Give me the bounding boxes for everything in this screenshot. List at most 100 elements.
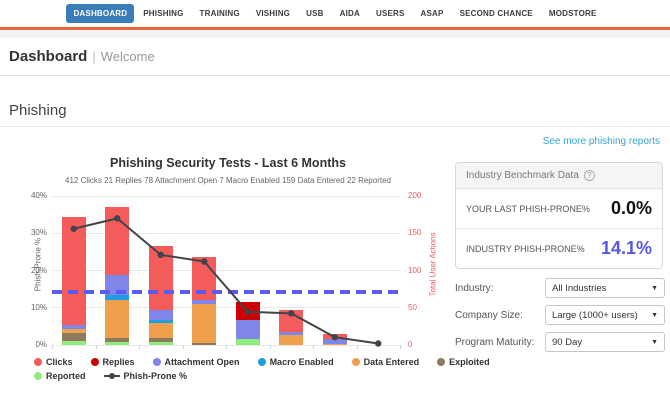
filter-row: Company Size: Large (1000+ users) ▼ (455, 305, 665, 325)
legend-item-reported[interactable]: Reported (34, 371, 86, 381)
industry-phish-prone-row: INDUSTRY PHISH-PRONE% 14.1% (456, 228, 662, 268)
your-phish-prone-label: YOUR LAST PHISH-PRONE% (466, 203, 590, 214)
bar-segment-attachment-open[interactable] (322, 338, 347, 344)
gridline (52, 270, 400, 271)
legend-item-replies[interactable]: Replies (90, 357, 135, 367)
right-axis-tick: 150 (408, 228, 422, 238)
phish-prone-line (70, 215, 382, 347)
line-point[interactable] (114, 215, 121, 222)
left-axis-tick: 10% (30, 302, 47, 312)
bar-segment-macro-enabled[interactable] (105, 295, 130, 300)
chart-plot-area: 0% 0 10% 50 20% 100 30% 150 40% 200 (31, 191, 421, 349)
benchmark-filters: Industry: All Industries ▼ Company Size: Lar… (455, 278, 665, 359)
left-axis-tick: 40% (30, 191, 47, 200)
bar-segment-reported[interactable] (105, 341, 130, 345)
line-point[interactable] (288, 310, 295, 317)
legend-label: Phish-Prone % (123, 371, 188, 381)
line-point[interactable] (70, 225, 77, 232)
bar-segment-attachment-open[interactable] (148, 309, 173, 321)
filter-row: Program Maturity: 90 Day ▼ (455, 332, 665, 352)
legend-label: Exploited (449, 357, 490, 367)
legend-item-phish-prone[interactable]: Phish-Prone % (103, 371, 188, 381)
x-axis-tick (226, 345, 227, 349)
x-axis-tick (52, 345, 53, 349)
bar-segment-reported[interactable] (235, 339, 260, 345)
bar-segment-exploited[interactable] (192, 343, 217, 345)
filter-label: Company Size: (455, 309, 523, 321)
line-point[interactable] (157, 251, 164, 259)
selected-option: Large (1000+ users) (552, 309, 638, 321)
bar-segment-macro-enabled[interactable] (148, 320, 173, 323)
bar-segment-reported[interactable] (61, 340, 86, 345)
legend-item-macro-enabled[interactable]: Macro Enabled (257, 357, 334, 367)
industry-benchmark-panel: Industry Benchmark Data ? YOUR LAST PHIS… (455, 162, 663, 269)
right-axis-tick: 100 (408, 265, 422, 275)
nav-tab-training[interactable]: TRAINING (199, 9, 240, 18)
breadcrumb-separator: | (92, 49, 96, 64)
line-point[interactable] (201, 258, 208, 265)
nav-tab-phishing[interactable]: PHISHING (143, 9, 184, 18)
legend-dot-icon (152, 358, 161, 366)
bar-segment-attachment-open[interactable] (61, 324, 86, 329)
nav-tab-modstore[interactable]: MODSTORE (548, 9, 597, 18)
bar-segment-data-entered[interactable] (61, 328, 86, 334)
right-axis-tick: 200 (408, 191, 422, 200)
bar-segment-clicks[interactable] (61, 216, 86, 325)
legend-row: Clicks Replies Attachment Open Macro Enable… (34, 357, 490, 367)
bar-segment-data-entered[interactable] (105, 299, 130, 339)
legend-label: Macro Enabled (269, 357, 334, 367)
bar-segment-attachment-open[interactable] (105, 274, 130, 296)
phishing-tests-chart: Phishing Security Tests - Last 6 Months … (28, 152, 448, 402)
nav-tab-users[interactable]: USERS (375, 9, 405, 18)
nav-tab-dashboard[interactable]: DASHBOARD (66, 4, 135, 23)
bar-segment-clicks[interactable] (279, 309, 304, 332)
bar-segment-attachment-open[interactable] (192, 300, 217, 304)
help-icon[interactable]: ? (583, 170, 595, 181)
line-point[interactable] (331, 333, 338, 341)
breadcrumb-subtitle: Welcome (100, 49, 155, 64)
legend-label: Replies (102, 357, 135, 367)
bar-segment-data-entered[interactable] (279, 334, 304, 345)
breadcrumb: Dashboard | Welcome (0, 38, 670, 76)
nav-tab-vishing[interactable]: VISHING (255, 9, 291, 18)
x-axis-tick (356, 345, 358, 349)
industry-select[interactable]: All Industries ▼ (545, 278, 665, 298)
line-point[interactable] (375, 340, 382, 347)
company-size-select[interactable]: Large (1000+ users) ▼ (545, 305, 665, 325)
legend-label: Data Entered (363, 357, 420, 367)
bar-segment-exploited[interactable] (105, 338, 130, 342)
main-nav: DASHBOARD PHISHING TRAINING VISHING USB AIDA U… (0, 0, 670, 30)
legend-item-data-entered[interactable]: Data Entered (351, 357, 420, 367)
right-axis-tick: 0 (408, 340, 413, 349)
page-title: Dashboard (9, 48, 88, 65)
industry-benchmark-line (52, 290, 400, 295)
legend-item-exploited[interactable]: Exploited (437, 357, 490, 367)
bar-segment-data-entered[interactable] (322, 343, 347, 345)
nav-tab-aida[interactable]: AIDA (339, 9, 360, 18)
x-axis-tick (313, 345, 314, 349)
x-axis-tick (139, 345, 140, 349)
bar-segment-exploited[interactable] (148, 338, 173, 342)
line-point[interactable] (244, 308, 251, 316)
gridline (52, 195, 400, 197)
legend-item-attachment-open[interactable]: Attachment Open (152, 357, 240, 367)
chevron-down-icon: ▼ (651, 311, 658, 319)
legend-item-clicks[interactable]: Clicks (34, 357, 73, 367)
nav-tab-second-chance[interactable]: SECOND CHANCE (459, 9, 533, 18)
program-maturity-select[interactable]: 90 Day ▼ (545, 332, 665, 352)
bar-segment-reported[interactable] (148, 341, 173, 345)
header-divider-strip (0, 30, 670, 38)
industry-phish-prone-label: INDUSTRY PHISH-PRONE% (466, 243, 585, 254)
bar-segment-data-entered[interactable] (148, 322, 173, 339)
bar-segment-attachment-open[interactable] (235, 320, 260, 340)
left-axis-tick: 0% (35, 340, 47, 349)
nav-tab-usb[interactable]: USB (306, 9, 324, 18)
bar-segment-data-entered[interactable] (192, 303, 217, 344)
bar-segment-exploited[interactable] (61, 333, 86, 341)
nav-tab-asap[interactable]: ASAP (420, 9, 444, 18)
x-axis-tick (182, 345, 184, 349)
bar-segment-attachment-open[interactable] (279, 331, 304, 335)
right-axis-tick: 50 (408, 302, 417, 312)
see-more-phishing-reports-link[interactable]: See more phishing reports (542, 136, 660, 147)
selected-option: 90 Day (552, 336, 583, 348)
